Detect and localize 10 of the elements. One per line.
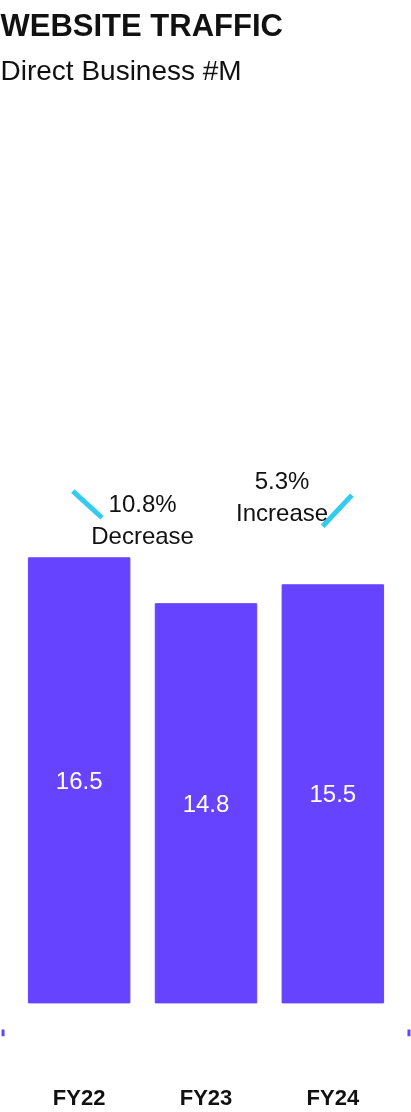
chart-subtitle: Direct Business #M: [0, 54, 242, 86]
x-tick-label: FY24: [306, 1084, 360, 1110]
data-label: 15.5: [309, 780, 357, 808]
x-tick-label: FY23: [179, 1084, 233, 1110]
x-tick-label: FY22: [52, 1084, 106, 1110]
chart-title: WEBSITE TRAFFIC: [0, 7, 283, 43]
text: 10.8% Decrease: [91, 489, 194, 549]
text: 5.3% Increase: [236, 466, 329, 527]
data-label: 14.8: [182, 789, 230, 817]
data-label: 16.5: [55, 766, 103, 794]
